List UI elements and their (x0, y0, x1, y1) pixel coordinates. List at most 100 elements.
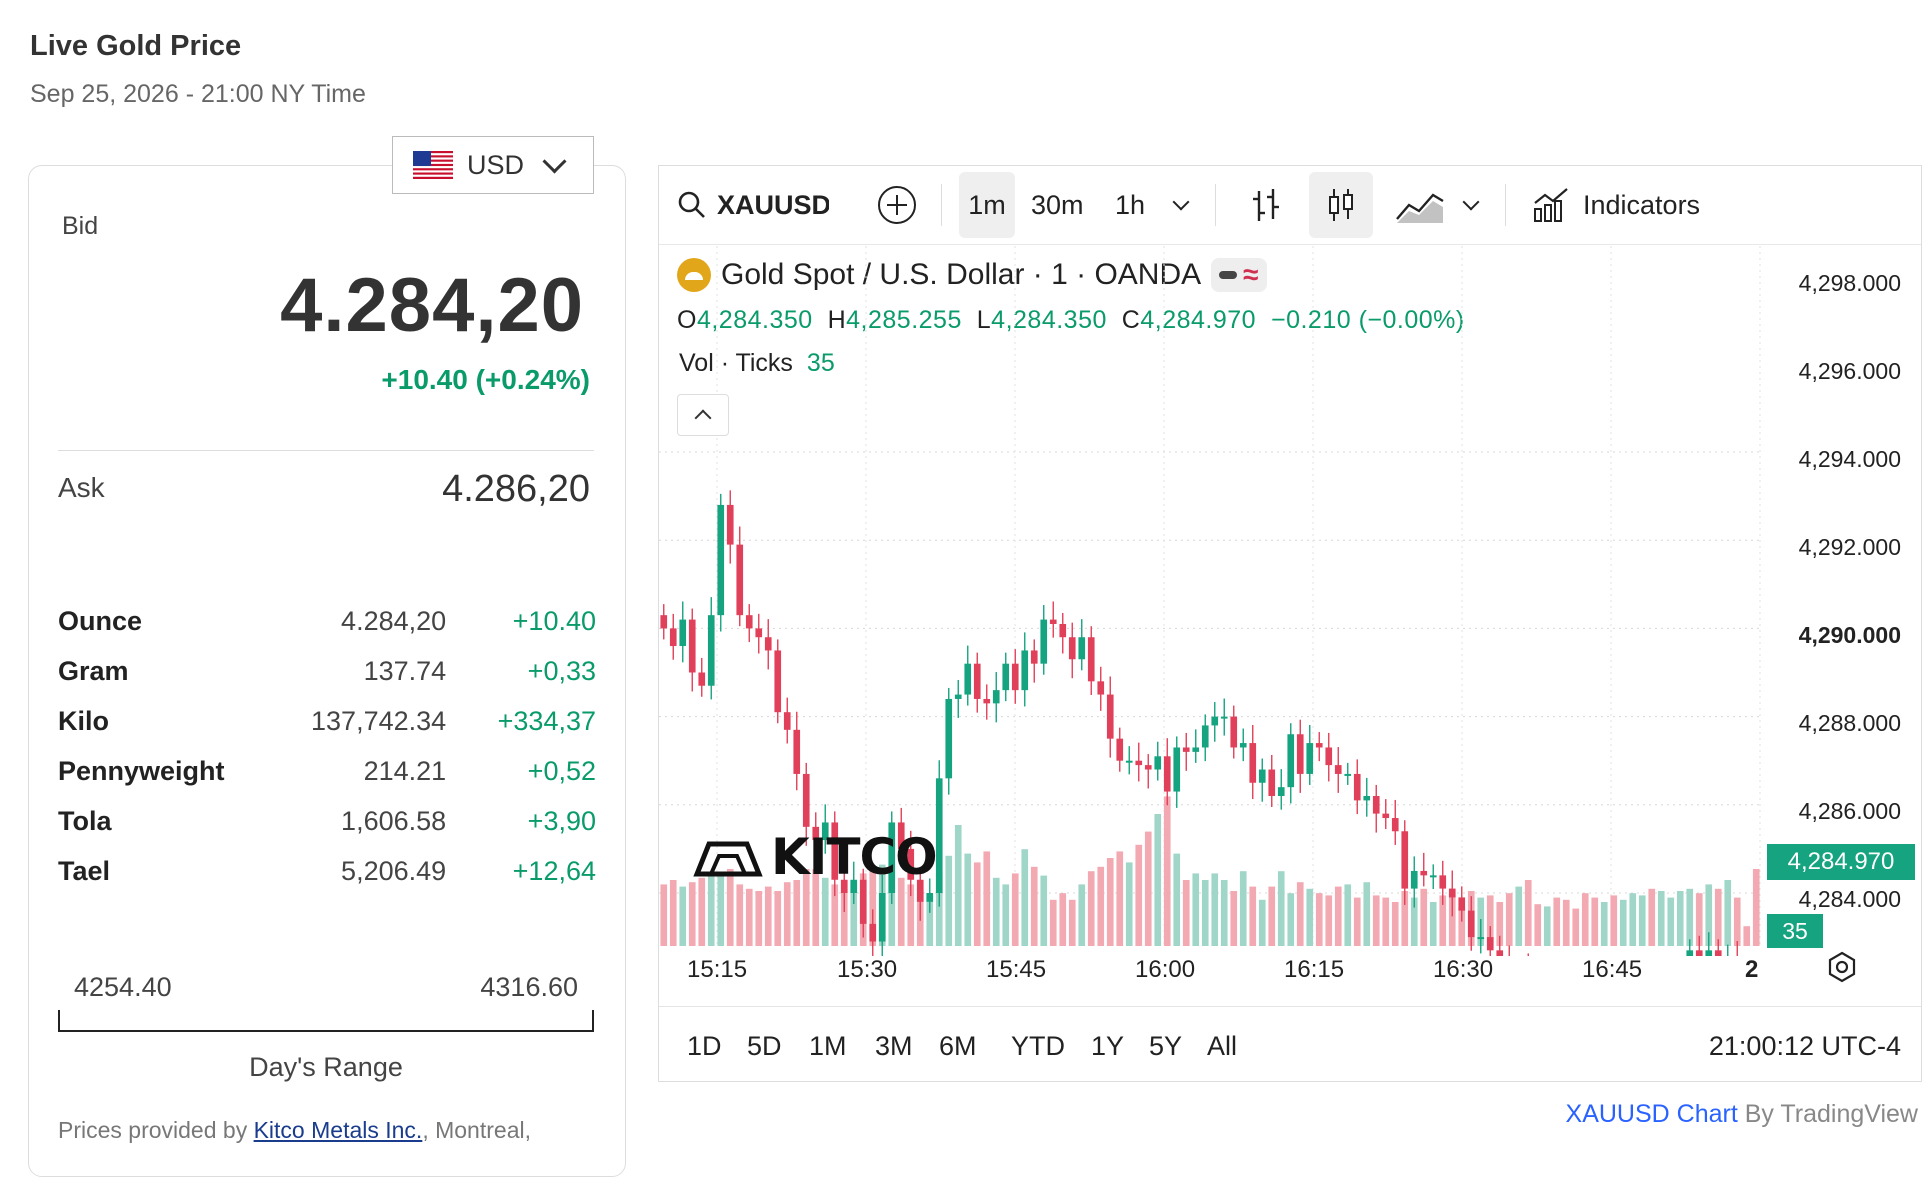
volume-bar (926, 895, 934, 946)
time-label: 2 (1745, 956, 1759, 983)
unit-name: Tola (58, 805, 112, 836)
volume-bar (1429, 902, 1437, 946)
candle-body (1695, 950, 1703, 956)
volume-bar (1287, 893, 1295, 946)
range-1m-button[interactable]: 1M (809, 1031, 847, 1061)
unit-change: +334,37 (497, 705, 596, 736)
volume-bar (1534, 904, 1542, 946)
unit-row-pennyweight: Pennyweight 214.21 +0,52 (58, 746, 596, 796)
candle-body (1135, 760, 1143, 766)
unit-row-tael: Tael 5,206.49 +12,64 (58, 846, 596, 896)
page-subtitle: Sep 25, 2026 - 21:00 NY Time (30, 80, 366, 108)
range-3m-button[interactable]: 3M (875, 1031, 913, 1061)
candle-body (698, 672, 706, 686)
candle-style-button[interactable] (1309, 172, 1373, 238)
unit-change: +0,52 (527, 755, 596, 786)
volume-bar (1657, 891, 1665, 946)
volume-bar (1059, 893, 1067, 946)
collapse-legend-button[interactable] (677, 394, 729, 436)
volume-bar (1011, 873, 1019, 946)
add-circle-icon (878, 186, 916, 224)
price-axis-label: 4,296.000 (1798, 358, 1901, 384)
compare-button[interactable] (877, 166, 917, 244)
area-style-button[interactable] (1395, 166, 1445, 244)
candle-body (869, 923, 877, 942)
volume-bar (1524, 880, 1532, 946)
price-change: −0.210 (−0.00%) (1270, 306, 1465, 334)
price-chart[interactable] (659, 166, 1921, 956)
interval-1m[interactable]: 1m (959, 172, 1015, 238)
kitco-link[interactable]: Kitco Metals Inc. (253, 1117, 423, 1143)
range-all-button[interactable]: All (1207, 1031, 1238, 1061)
candle-body (1315, 743, 1323, 748)
interval-30m[interactable]: 30m (1031, 189, 1084, 220)
volume-bar (1619, 899, 1627, 946)
candle-body (964, 663, 972, 695)
indicators-label: Indicators (1583, 189, 1701, 220)
candle-body (783, 712, 791, 730)
volume-bar (1505, 893, 1513, 946)
unit-price: 137,742.34 (311, 705, 447, 736)
volume-bar (888, 871, 896, 946)
unit-name: Kilo (58, 705, 109, 736)
volume-bar (1648, 888, 1656, 946)
volume-bar (1106, 858, 1114, 946)
range-ytd-button[interactable]: YTD (1011, 1031, 1065, 1061)
range-1d-button[interactable]: 1D (687, 1031, 722, 1061)
candles-icon (1329, 189, 1353, 221)
candle-body (1353, 773, 1361, 801)
volume-bar (1439, 895, 1447, 946)
range-5y-button[interactable]: 5Y (1149, 1031, 1183, 1061)
symbol-search[interactable]: XAUUSD (677, 166, 829, 244)
candle-body (973, 663, 981, 699)
range-6m-button[interactable]: 6M (939, 1031, 977, 1061)
volume-bar (1581, 893, 1589, 946)
price-source-note: Prices provided by Kitco Metals Inc., Mo… (58, 1117, 531, 1144)
legend-toggle-pill[interactable]: ≈ (1211, 258, 1267, 292)
candle-body (1306, 743, 1314, 774)
volume-bar (1239, 871, 1247, 946)
candle-body (1714, 950, 1722, 956)
candle-body (688, 619, 696, 673)
bid-price: 4.284,20 (280, 263, 584, 348)
volume-bar (726, 869, 734, 946)
volume-bar (831, 884, 839, 946)
volume-bar (1733, 897, 1741, 946)
volume-bar (1211, 873, 1219, 946)
chart-legend-title: Gold Spot / U.S. Dollar · 1 · OANDA ≈ (677, 258, 1267, 292)
unit-change: +3,90 (527, 805, 596, 836)
volume-bar (1382, 897, 1390, 946)
bar-style-button[interactable] (1249, 166, 1283, 244)
volume-bar (1486, 895, 1494, 946)
indicators-button[interactable]: Indicators (1531, 166, 1700, 244)
settings-icon[interactable] (1825, 950, 1859, 989)
currency-dropdown[interactable]: USD (392, 136, 594, 194)
candle-body (1173, 747, 1181, 792)
volume-bar (774, 891, 782, 946)
candle-body (774, 650, 782, 713)
volume-bar (1268, 886, 1276, 946)
range-5d-button[interactable]: 5D (747, 1031, 782, 1061)
volume-bar (1610, 895, 1618, 946)
volume-bar (1154, 814, 1162, 946)
candle-body (1467, 910, 1475, 938)
volume-bar (802, 869, 810, 946)
candle-body (1116, 738, 1124, 761)
bars-icon (1253, 189, 1279, 221)
chart-link[interactable]: XAUUSD Chart (1565, 1100, 1738, 1128)
volume-bar (1562, 899, 1570, 946)
volume-bar (660, 884, 668, 946)
volume-bar (1410, 897, 1418, 946)
range-selector: 1D 5D 1M 3M 6M YTD 1Y 5Y All 21:00:12 UT… (659, 1006, 1921, 1081)
gold-symbol-icon (677, 258, 711, 292)
candle-body (1239, 743, 1247, 748)
range-1y-button[interactable]: 1Y (1091, 1031, 1125, 1061)
interval-1h[interactable]: 1h (1115, 189, 1146, 220)
volume-bar (1448, 893, 1456, 946)
volume-bar (736, 884, 744, 946)
candle-body (1249, 743, 1257, 783)
volume-bar (1249, 886, 1257, 946)
candle-body (1401, 831, 1409, 889)
us-flag-icon (413, 151, 453, 179)
candle-body (1429, 875, 1437, 878)
